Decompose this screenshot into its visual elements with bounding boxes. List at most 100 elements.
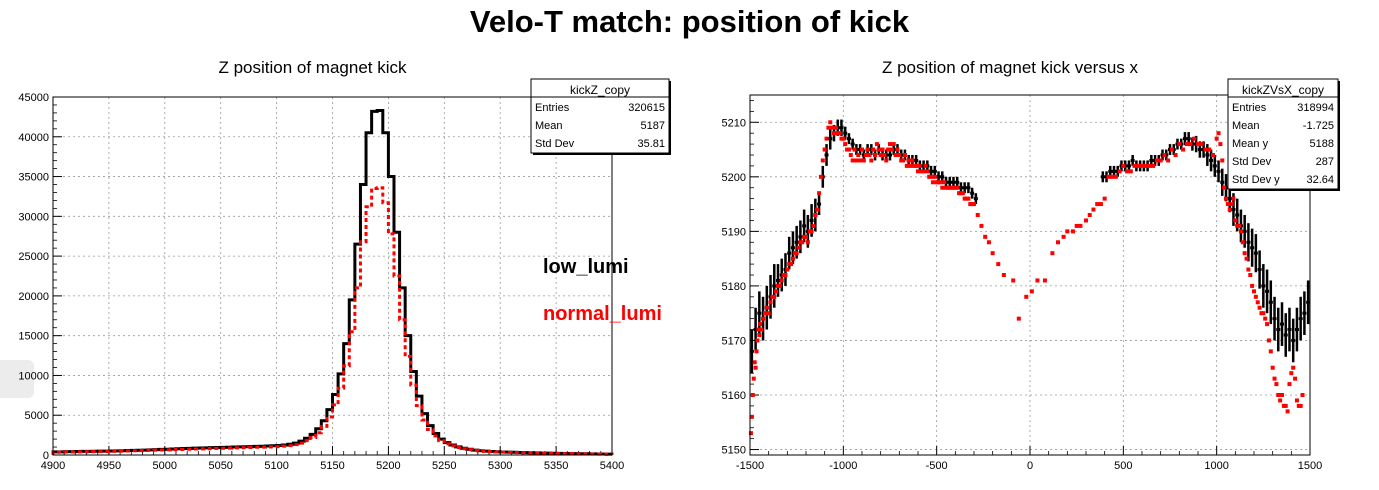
point-low-lumi <box>772 284 777 288</box>
point-normal-lumi <box>1231 196 1236 201</box>
point-low-lumi <box>1257 268 1262 272</box>
point-normal-lumi <box>1001 273 1006 277</box>
point-normal-lumi <box>1291 365 1296 370</box>
point-normal-lumi <box>841 136 846 141</box>
point-normal-lumi <box>828 120 833 125</box>
point-normal-lumi <box>1298 403 1303 408</box>
point-normal-lumi <box>1233 218 1238 223</box>
point-low-lumi <box>846 137 851 141</box>
point-low-lumi <box>1253 251 1258 255</box>
point-low-lumi <box>940 175 945 179</box>
point-low-lumi <box>932 169 937 173</box>
y-tick-label: 5150 <box>722 445 746 457</box>
stats-box <box>530 78 670 154</box>
point-low-lumi <box>787 251 792 255</box>
point-normal-lumi <box>762 311 767 316</box>
point-normal-lumi <box>1253 294 1258 299</box>
point-normal-lumi <box>1266 338 1271 343</box>
point-normal-lumi <box>815 207 820 212</box>
point-normal-lumi <box>893 153 898 157</box>
point-low-lumi <box>776 278 780 282</box>
point-low-lumi <box>966 186 971 190</box>
point-normal-lumi <box>749 414 754 419</box>
point-normal-lumi <box>830 125 835 130</box>
x-tick-label: 5200 <box>376 460 400 472</box>
point-normal-lumi <box>917 163 922 168</box>
y-tick-label: 20000 <box>18 291 49 303</box>
x-tick-label: 4900 <box>41 460 65 472</box>
point-normal-lumi <box>910 158 915 163</box>
point-normal-lumi <box>1143 163 1148 168</box>
stats-label-mean: Mean <box>1232 120 1260 132</box>
point-low-lumi <box>817 202 822 206</box>
point-normal-lumi <box>1224 196 1228 201</box>
point-low-lumi <box>1231 208 1236 212</box>
point-normal-lumi <box>1227 207 1232 212</box>
point-normal-lumi <box>756 327 761 332</box>
point-normal-lumi <box>1248 273 1253 277</box>
stats-label-std-dev: Std Dev <box>1232 156 1272 168</box>
point-normal-lumi <box>813 213 818 217</box>
plot-frame <box>52 96 613 456</box>
point-normal-lumi <box>916 169 920 174</box>
point-normal-lumi <box>805 240 810 245</box>
point-normal-lumi <box>750 393 755 397</box>
x-tick-label: 5350 <box>544 460 568 472</box>
stats-box-title: kickZ_copy <box>570 83 630 97</box>
point-normal-lumi <box>929 174 934 179</box>
point-normal-lumi <box>804 234 808 239</box>
point-normal-lumi <box>1181 147 1186 152</box>
y-tick-label: 5210 <box>722 117 746 129</box>
side-panel-tab[interactable] <box>0 360 34 398</box>
point-low-lumi <box>798 235 803 239</box>
point-low-lumi <box>1212 164 1217 168</box>
point-normal-lumi <box>1285 409 1290 414</box>
point-normal-lumi <box>1283 403 1288 408</box>
point-low-lumi <box>1242 229 1247 233</box>
point-low-lumi <box>753 328 758 332</box>
y-tick-label: 45000 <box>18 92 49 104</box>
point-normal-lumi <box>1294 398 1299 403</box>
point-normal-lumi <box>856 153 861 157</box>
point-normal-lumi <box>818 174 823 179</box>
point-normal-lumi <box>1268 349 1273 354</box>
point-normal-lumi <box>754 349 759 354</box>
histogram-series-normal-lumi <box>51 186 614 456</box>
y-tick-label: 5180 <box>722 281 746 293</box>
point-normal-lumi <box>873 153 878 157</box>
point-normal-lumi <box>869 158 874 163</box>
point-normal-lumi <box>1035 278 1040 283</box>
point-normal-lumi <box>1070 229 1075 234</box>
point-normal-lumi <box>1074 223 1079 228</box>
x-tick-label: 0 <box>1027 460 1033 472</box>
point-normal-lumi <box>914 163 919 168</box>
chart-title: Z position of magnet kick versus x <box>882 58 1139 77</box>
point-low-lumi <box>839 126 844 130</box>
point-low-lumi <box>955 180 960 184</box>
point-normal-lumi <box>1300 393 1305 397</box>
point-normal-lumi <box>938 180 943 185</box>
point-low-lumi <box>1272 317 1277 321</box>
page-title: Velo-T match: position of kick <box>469 4 910 39</box>
y-tick-label: 10000 <box>18 370 49 382</box>
point-normal-lumi <box>758 322 763 327</box>
point-normal-lumi <box>932 174 937 179</box>
x-tick-label: 1000 <box>1204 460 1228 472</box>
point-normal-lumi <box>1276 393 1281 397</box>
point-low-lumi <box>1291 338 1296 342</box>
point-low-lumi <box>1220 180 1225 184</box>
point-normal-lumi <box>759 327 764 332</box>
point-low-lumi <box>1306 300 1311 304</box>
point-normal-lumi <box>1289 371 1294 376</box>
point-normal-lumi <box>1113 174 1118 179</box>
point-normal-lumi <box>1274 382 1279 387</box>
point-normal-lumi <box>960 191 965 196</box>
point-low-lumi <box>843 131 848 135</box>
point-normal-lumi <box>979 223 984 228</box>
x-tick-label: 5100 <box>264 460 288 472</box>
y-tick-label: 5170 <box>722 335 746 347</box>
point-normal-lumi <box>751 376 756 381</box>
legend-entry-normal-lumi: normal_lumi <box>543 303 662 325</box>
point-low-lumi <box>1197 148 1202 152</box>
y-tick-label: 25000 <box>18 251 49 263</box>
